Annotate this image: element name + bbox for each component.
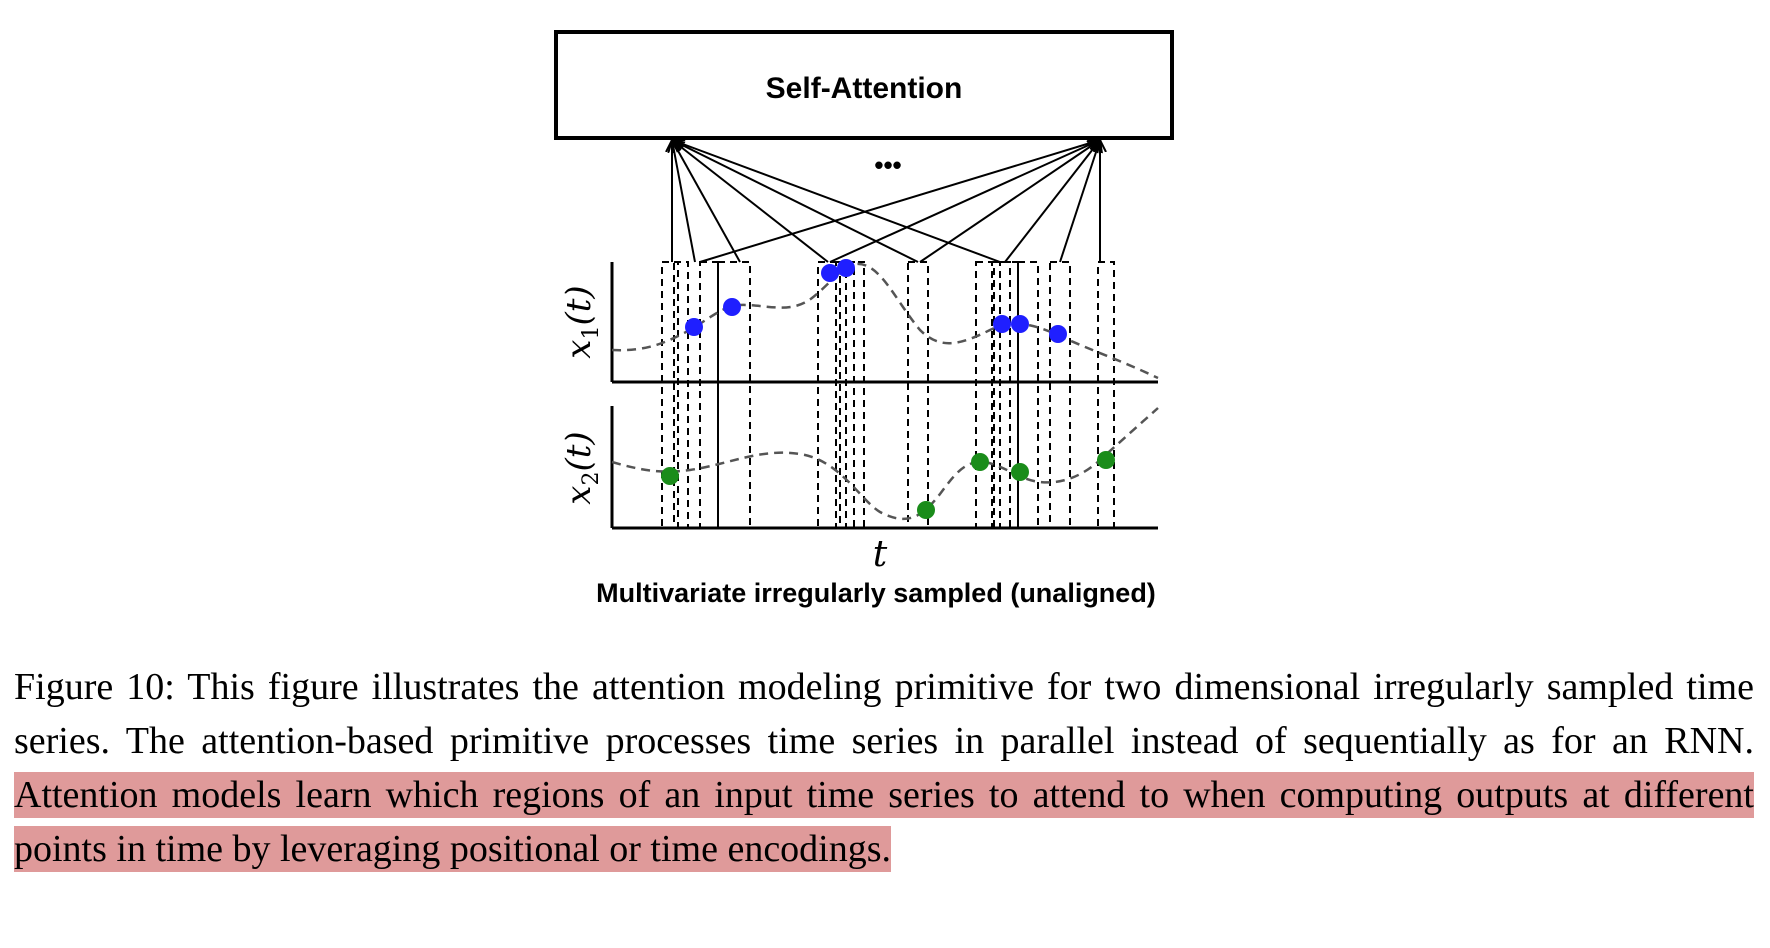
x2-point-5 [1097,451,1115,469]
svg-text:x1(t): x1(t) [559,285,604,358]
figure-subtitle: Multivariate irregularly sampled (unalig… [596,578,1156,608]
attention-figure: Self-Attention ••• x1(t) x2(t) [554,30,1174,608]
sampling-window-14 [1097,261,1115,529]
arrow-to-right-2 [829,140,1100,263]
x2-point-3 [971,453,989,471]
attention-arrows [672,140,1100,263]
x2-axis-var: x [559,486,599,505]
x1-axis-var: x [559,340,599,359]
caption-plain-text: This figure illustrates the attention mo… [14,666,1754,762]
figure-caption: Figure 10: This figure illustrates the a… [14,660,1754,876]
sampling-window-13 [1049,261,1071,529]
arrow-to-right-3 [919,140,1100,263]
x2-axis-arg: (t) [559,431,599,471]
x1-axis-label: x1(t) [559,285,604,358]
x1-sample-points [685,259,1067,343]
x2-point-4 [1011,463,1029,481]
t-axis-label: t [873,534,888,575]
x2-point-1 [661,467,679,485]
x1-point-5 [993,315,1011,333]
sampling-window-2 [673,261,689,529]
arrow-to-right-5 [1059,140,1100,263]
x1-axis-sub: 1 [579,326,604,340]
arrow-to-left-4 [672,140,829,263]
arrow-to-left-6 [672,140,1001,263]
x1-point-6 [1011,315,1029,333]
x1-point-1 [685,318,703,336]
x1-point-7 [1049,325,1067,343]
caption-highlighted-text: Attention models learn which regions of … [14,772,1754,872]
x1-point-2 [723,298,741,316]
arrow-to-left-3 [672,140,741,263]
x2-axis-sub: 2 [579,472,604,486]
caption-label: Figure 10: [14,666,175,708]
arrow-to-right-1 [699,140,1100,263]
svg-text:x2(t): x2(t) [559,431,604,504]
x1-curve [611,262,1159,380]
arrow-to-right-4 [1004,140,1100,263]
x2-sample-points [661,451,1115,519]
x2-point-2 [917,501,935,519]
x1-point-3 [821,264,839,282]
sampling-window-12 [1017,261,1039,529]
sampling-window-3 [699,261,719,529]
arrow-to-left-2 [672,140,696,263]
self-attention-box [554,30,1174,140]
sampling-window-1 [661,261,679,529]
x2-curve [611,407,1159,521]
x1-axis-arg: (t) [559,285,599,325]
x1-point-4 [837,259,855,277]
ellipsis-text: ••• [874,150,901,180]
figure-diagram: Self-Attention ••• x1(t) x2(t) [554,30,1174,608]
sampling-window-8 [907,261,929,529]
self-attention-label: Self-Attention [766,72,963,105]
x2-axis-label: x2(t) [559,431,604,504]
